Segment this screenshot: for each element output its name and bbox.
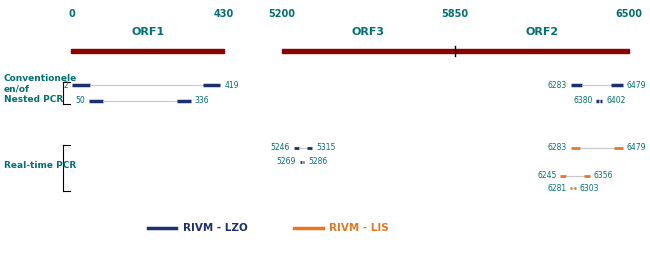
Text: 5200: 5200	[268, 9, 295, 19]
Text: 6380: 6380	[573, 96, 593, 105]
Text: 6500: 6500	[615, 9, 642, 19]
Text: ORF2: ORF2	[525, 27, 558, 37]
Text: 6281: 6281	[547, 184, 566, 193]
Text: ORF3: ORF3	[352, 27, 385, 37]
FancyArrow shape	[281, 49, 455, 53]
Text: 6356: 6356	[594, 171, 614, 180]
Text: 6479: 6479	[627, 81, 646, 90]
Text: Conventionele
en/of
Nested PCR: Conventionele en/of Nested PCR	[4, 74, 77, 104]
Text: 6283: 6283	[547, 143, 567, 152]
Text: 5850: 5850	[441, 9, 469, 19]
FancyArrow shape	[72, 49, 224, 53]
Text: 6303: 6303	[580, 184, 599, 193]
Text: 419: 419	[224, 81, 239, 90]
Text: Real-time PCR: Real-time PCR	[4, 161, 76, 170]
Text: ORF1: ORF1	[131, 27, 164, 37]
Text: 0: 0	[68, 9, 75, 19]
Text: 6402: 6402	[606, 96, 625, 105]
FancyArrow shape	[455, 49, 629, 53]
Text: 50: 50	[75, 96, 85, 105]
Text: 5315: 5315	[316, 143, 335, 152]
Text: 5269: 5269	[277, 157, 296, 166]
Text: RIVM - LIS: RIVM - LIS	[330, 223, 389, 233]
Text: 336: 336	[194, 96, 209, 105]
Text: 5286: 5286	[308, 157, 328, 166]
Text: 6245: 6245	[538, 171, 556, 180]
Text: 5246: 5246	[270, 143, 290, 152]
Text: 6283: 6283	[547, 81, 567, 90]
Text: RIVM - LZO: RIVM - LZO	[183, 223, 248, 233]
Text: 2: 2	[64, 81, 68, 90]
Text: 430: 430	[214, 9, 235, 19]
Text: 6479: 6479	[627, 143, 646, 152]
